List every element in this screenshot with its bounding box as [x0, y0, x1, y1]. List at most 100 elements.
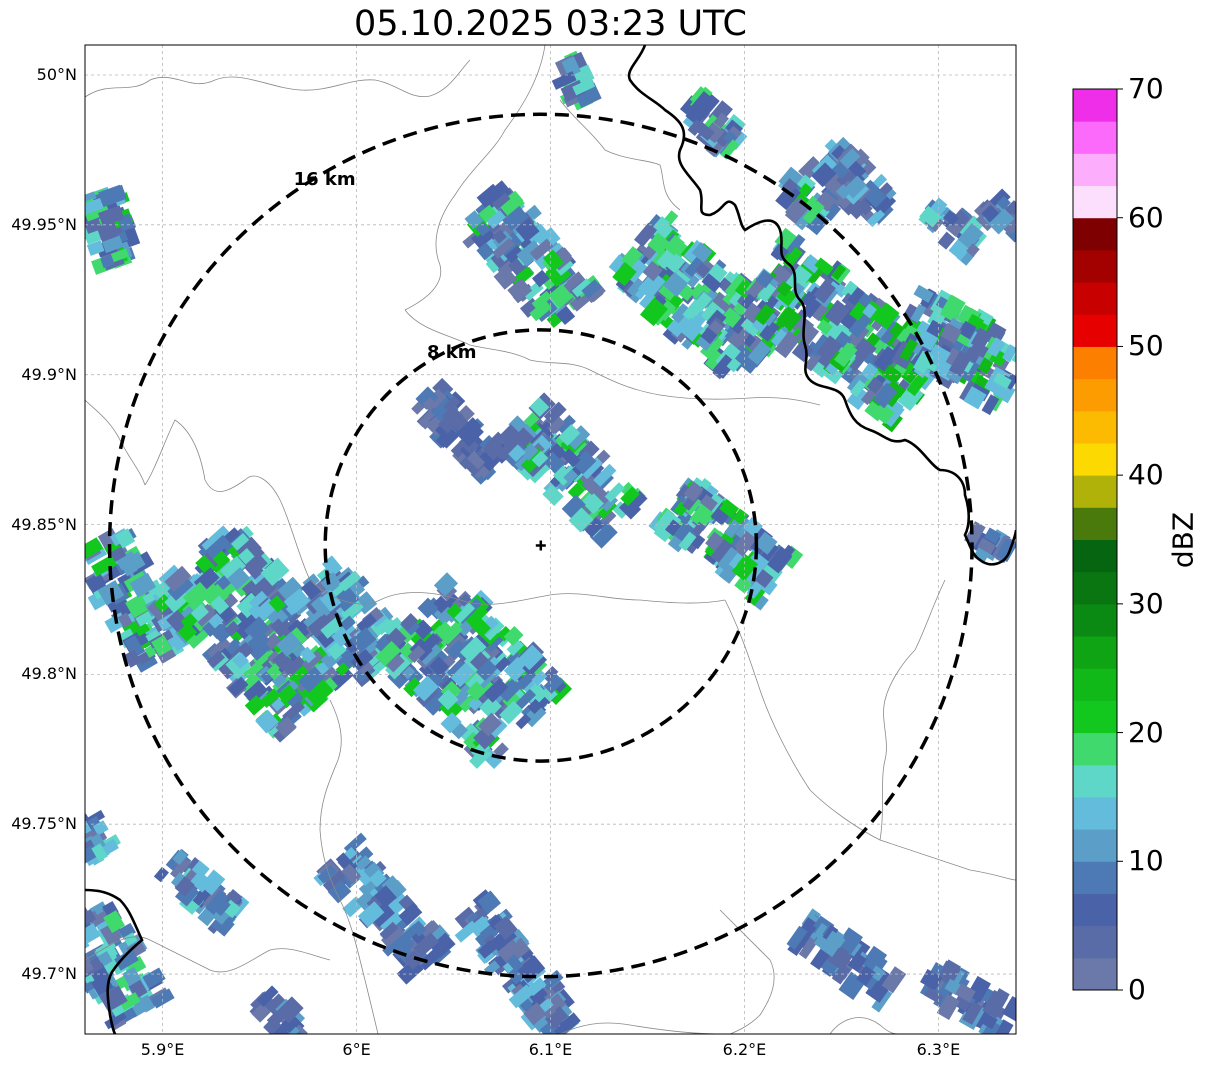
echo-cell: [775, 183, 801, 211]
echo-cell: [813, 279, 836, 304]
echo-cell: [110, 546, 127, 562]
echo-cell: [665, 253, 686, 274]
range-ring-label: 16 km: [293, 169, 356, 191]
echo-cell: [866, 208, 886, 227]
echo-cell: [951, 209, 970, 228]
echo-cell: [477, 712, 502, 737]
echo-cell: [526, 977, 547, 997]
echo-cell: [200, 869, 226, 896]
echo-cell: [476, 242, 495, 261]
colorbar-tick-label: 0: [1128, 973, 1146, 1006]
echo-cell: [271, 698, 285, 712]
echo-cell: [966, 313, 985, 330]
echo-cell: [473, 726, 496, 750]
echo-cell: [687, 119, 704, 136]
colorbar-segment: [1073, 925, 1117, 959]
echo-cell: [515, 218, 540, 243]
echo-cell: [247, 630, 270, 653]
echo-cell: [298, 666, 326, 693]
echo-cell: [277, 576, 305, 603]
echo-cell: [287, 1048, 313, 1069]
colorbar-segment: [1073, 507, 1117, 540]
echo-cell: [129, 572, 157, 598]
echo-cell: [923, 985, 946, 1005]
echo-cell: [398, 902, 423, 926]
echo-cell: [679, 317, 704, 342]
echo-cell: [873, 382, 898, 409]
echo-cell: [493, 915, 518, 940]
lat-tick-label: 49.85°N: [11, 514, 77, 534]
lat-tick-label: 49.95°N: [11, 214, 77, 234]
echo-cell: [322, 869, 350, 896]
echo-cell: [785, 234, 806, 257]
echo-cell: [477, 940, 497, 959]
echo-cell: [936, 994, 960, 1020]
echo-cell: [551, 71, 577, 90]
echo-cell: [479, 695, 502, 719]
echo-cell: [819, 930, 846, 958]
echo-cell: [315, 1044, 333, 1062]
colorbar-segment: [1073, 121, 1117, 154]
echo-cell: [710, 539, 737, 567]
echo-cell: [259, 688, 281, 708]
echo-cell: [287, 1026, 308, 1034]
echo-cell: [417, 409, 438, 430]
echo-cell: [798, 156, 823, 181]
echo-cell: [417, 597, 439, 619]
echo-cell: [418, 920, 440, 941]
echo-cell: [90, 833, 106, 851]
echo-cell: [467, 696, 483, 712]
echo-cell: [626, 278, 644, 297]
echo-cell: [791, 339, 814, 363]
echo-cell: [993, 1019, 1014, 1034]
echo-cell: [729, 312, 751, 335]
echo-cell: [563, 469, 579, 484]
echo-cell: [864, 185, 887, 208]
echo-cell: [567, 482, 586, 500]
lon-tick-label: 5.9°E: [140, 1040, 185, 1059]
echo-cell: [581, 279, 602, 299]
echo-cell: [719, 498, 740, 519]
echo-cell: [814, 257, 834, 276]
echo-cell: [486, 210, 507, 229]
colorbar-segment: [1073, 668, 1117, 701]
colorbar-segment: [1073, 346, 1117, 380]
echo-cell: [206, 650, 226, 669]
echo-cell: [117, 612, 133, 629]
admin-boundaries: [85, 45, 1016, 1034]
echo-cell: [543, 401, 567, 425]
echo-cell: [507, 278, 533, 303]
echo-cell: [237, 547, 255, 565]
echo-cell: [930, 961, 944, 977]
echo-cell: [847, 160, 867, 179]
echo-cell: [497, 939, 523, 964]
echo-cell: [275, 716, 297, 738]
echo-cell: [760, 578, 778, 596]
colorbar-tick-label: 40: [1128, 458, 1164, 492]
echo-cell: [119, 556, 138, 577]
echo-cell: [403, 677, 424, 698]
admin-boundary: [829, 1017, 901, 1034]
country-borders: [85, 45, 1016, 1034]
echo-cell: [423, 632, 441, 651]
echo-cell: [415, 386, 439, 410]
echo-cell: [228, 676, 249, 697]
echo-cell: [118, 922, 136, 940]
echo-cell: [553, 1024, 568, 1034]
echo-cell: [492, 192, 511, 210]
echo-cell: [620, 246, 643, 269]
echo-cell: [521, 443, 539, 461]
echo-cell: [731, 554, 759, 582]
echo-cell: [816, 319, 833, 335]
echo-cell: [96, 222, 117, 243]
colorbar-tick-label: 70: [1128, 72, 1164, 105]
lat-tick-label: 49.7°N: [21, 964, 77, 984]
echo-cell: [774, 330, 801, 359]
admin-boundary: [559, 99, 681, 211]
echo-cell: [375, 640, 402, 667]
echo-cell: [906, 371, 929, 397]
echo-cell: [205, 889, 229, 915]
echo-cell: [658, 224, 674, 240]
echo-cell: [205, 534, 231, 560]
echo-cell: [639, 297, 668, 327]
